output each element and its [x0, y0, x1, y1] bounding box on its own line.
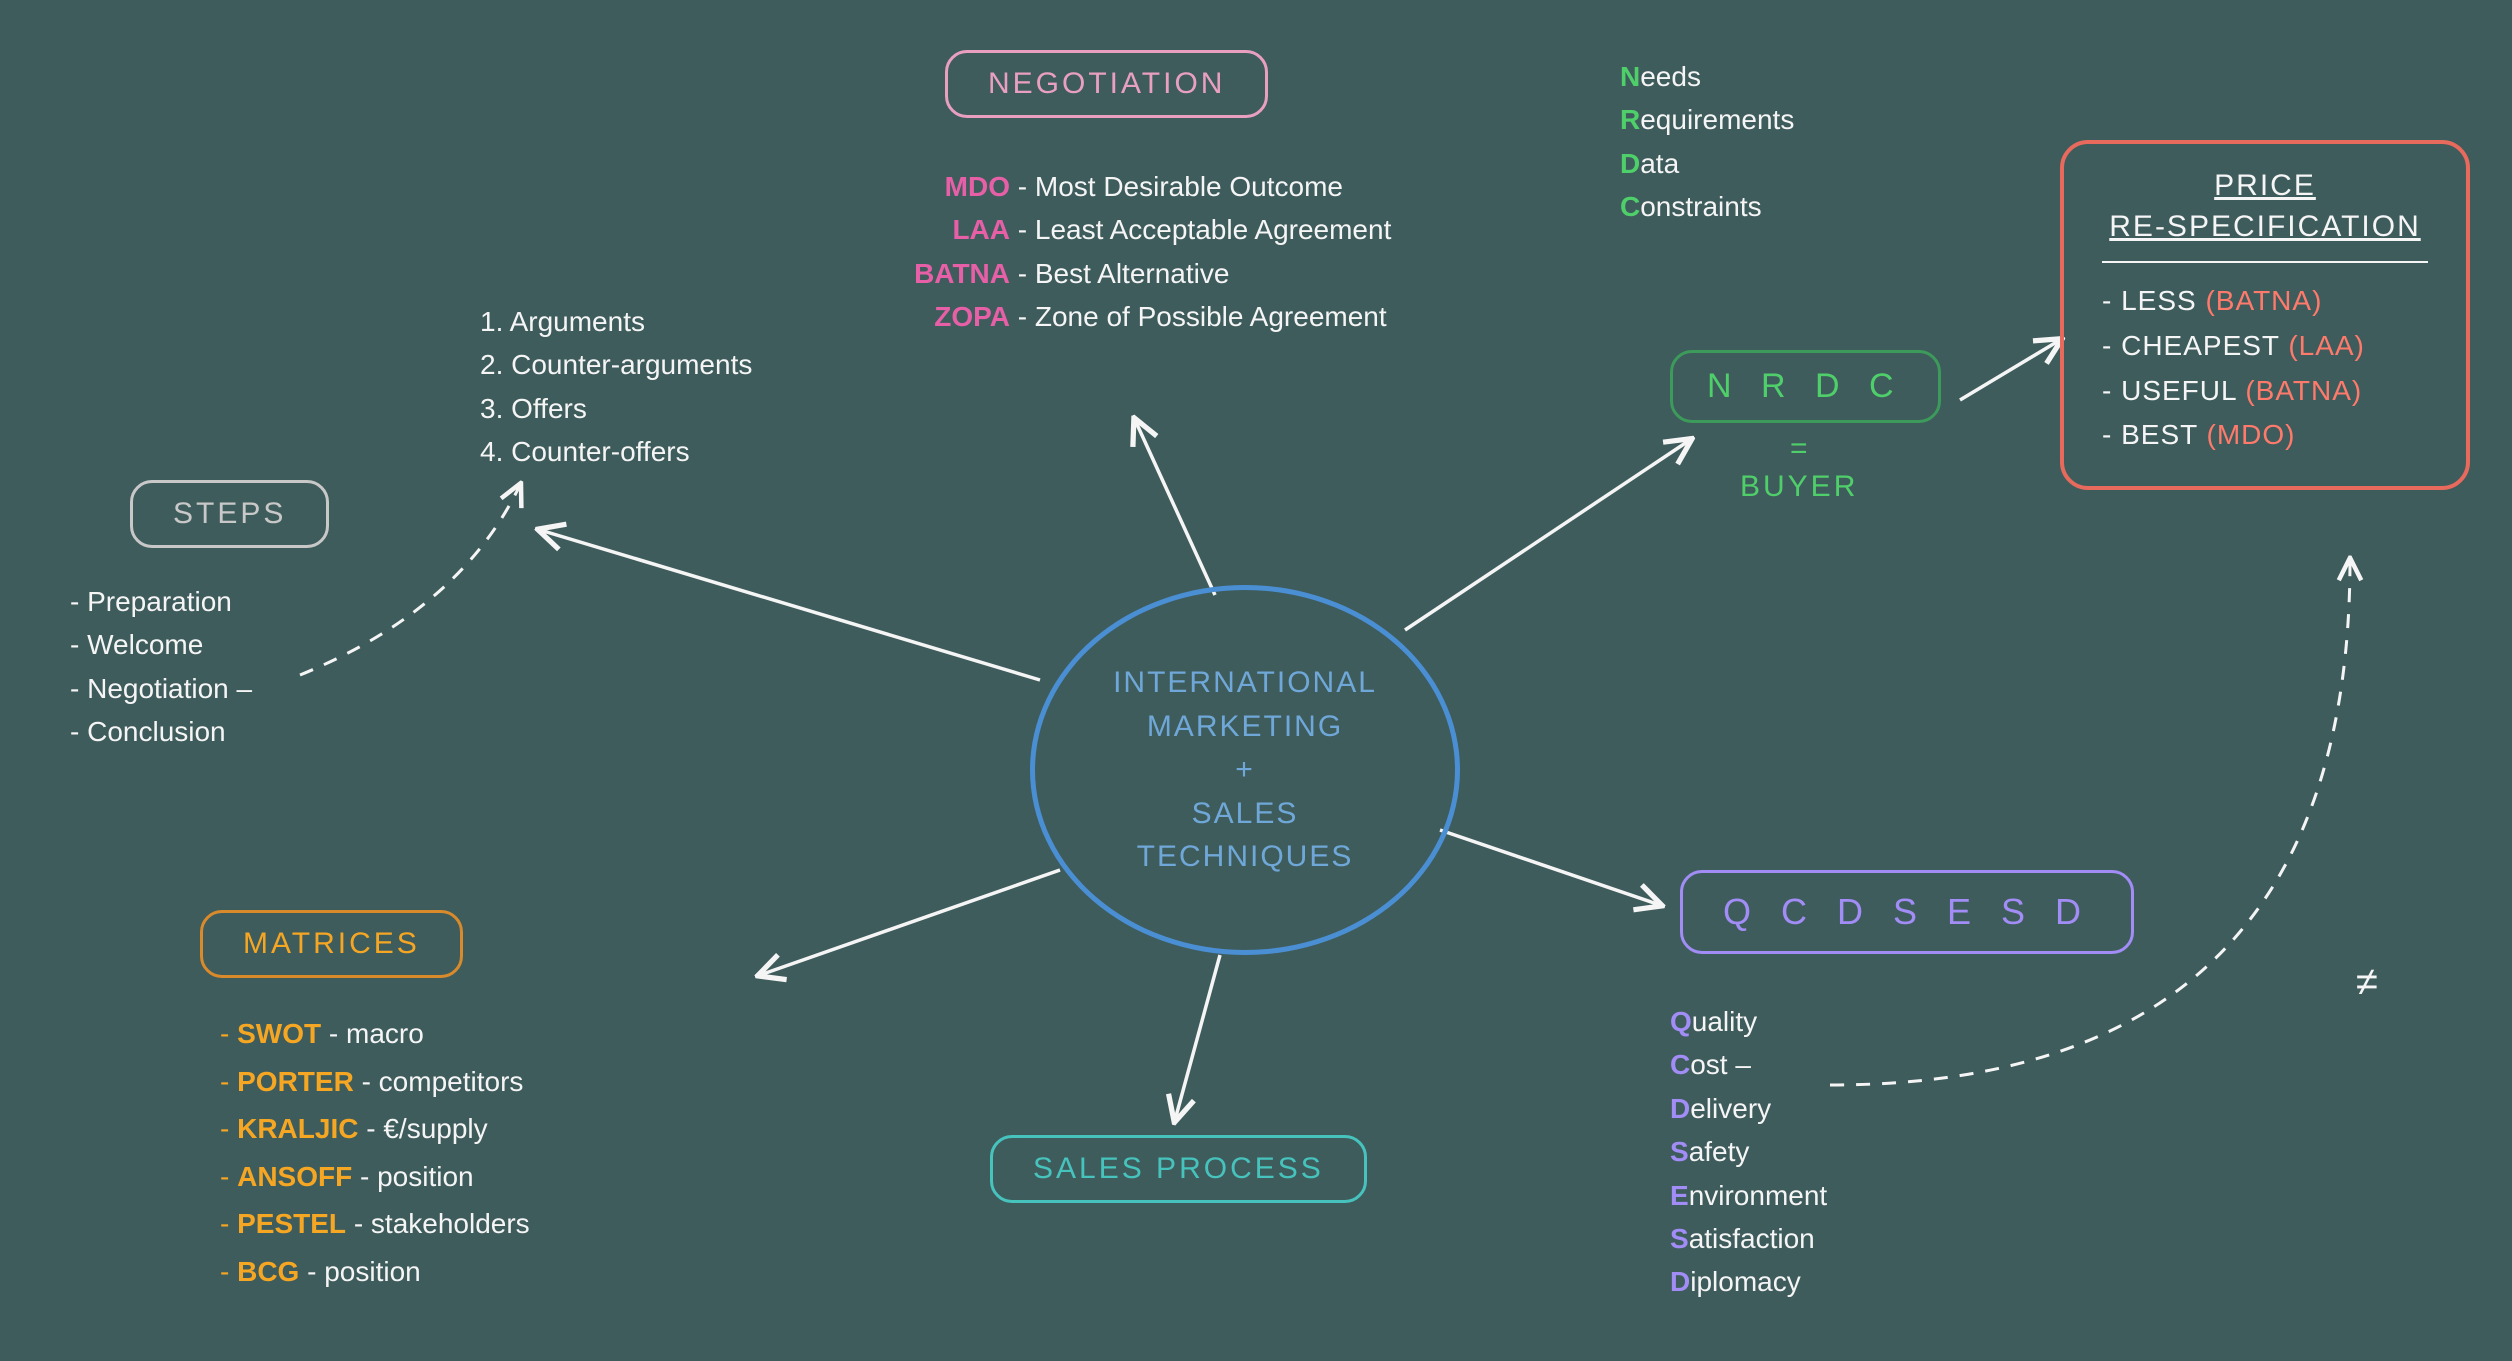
nrdc-eq-sign: =	[1790, 432, 1808, 465]
qcd-t1: –	[1728, 1049, 1751, 1080]
price-divider	[2102, 261, 2428, 263]
qcd-l5: S	[1670, 1223, 1689, 1254]
steps-item-0: - Preparation	[70, 580, 252, 623]
negotiation-title: NEGOTIATION	[988, 67, 1225, 100]
steps-sub-0: 1. Arguments	[480, 300, 752, 343]
qcd-r1: ost	[1690, 1049, 1727, 1080]
price-p3: (MDO)	[2207, 419, 2296, 450]
neg-desc-2: - Best Alternative	[1018, 258, 1230, 289]
not-equal-sign: ≠	[2350, 960, 2384, 1005]
neg-abbr-2: BATNA	[870, 252, 1010, 295]
nrdc-l0: N	[1620, 61, 1640, 92]
qcd-l0: Q	[1670, 1006, 1692, 1037]
center-line4: SALES	[1192, 797, 1299, 830]
price-title: PRICE RE-SPECIFICATION	[2102, 166, 2428, 247]
steps-sub-1: 2. Counter-arguments	[480, 343, 752, 386]
nrdc-r1: equirements	[1640, 104, 1794, 135]
price-i3: - BEST	[2102, 419, 2198, 450]
mat-n1: PORTER	[237, 1066, 354, 1097]
neg-abbr-0: MDO	[870, 165, 1010, 208]
sales-process-node: SALES PROCESS	[990, 1135, 1367, 1203]
steps-node: STEPS	[130, 480, 329, 548]
price-p2: (BATNA)	[2245, 375, 2362, 406]
mat-d0: - macro	[329, 1018, 424, 1049]
sales-process-title: SALES PROCESS	[1033, 1152, 1324, 1185]
nrdc-eq: =	[1790, 432, 1808, 466]
mat-d1: - competitors	[362, 1066, 524, 1097]
nrdc-expansion: Needs Requirements Data Constraints	[1620, 55, 1794, 229]
qcd-r2: elivery	[1690, 1093, 1771, 1124]
price-i0: - LESS	[2102, 285, 2197, 316]
center-line5: TECHNIQUES	[1137, 840, 1354, 873]
price-i2: - USEFUL	[2102, 375, 2237, 406]
price-title-2: RE-SPECIFICATION	[2109, 210, 2420, 243]
qcd-r6: iplomacy	[1690, 1266, 1800, 1297]
nrdc-node: N R D C	[1670, 350, 1941, 423]
qcd-rows: Quality Cost – Delivery Safety Environme…	[1670, 1000, 1827, 1304]
mat-n5: BCG	[237, 1256, 299, 1287]
steps-sub-3: 4. Counter-offers	[480, 430, 752, 473]
negotiation-rows: MDO - Most Desirable Outcome LAA - Least…	[870, 165, 1391, 339]
qcd-r4: nvironment	[1689, 1180, 1828, 1211]
center-line3: +	[1235, 753, 1255, 786]
not-equal-glyph: ≠	[2356, 960, 2378, 1004]
mat-n3: ANSOFF	[237, 1161, 352, 1192]
steps-item-2: - Negotiation –	[70, 667, 252, 710]
nrdc-label: N R D C	[1707, 367, 1904, 405]
price-items: - LESS (BATNA) - CHEAPEST (LAA) - USEFUL…	[2102, 279, 2428, 458]
nrdc-r3: onstraints	[1640, 191, 1761, 222]
price-title-1: PRICE	[2214, 169, 2316, 202]
mat-n2: KRALJIC	[237, 1113, 358, 1144]
qcd-l2: D	[1670, 1093, 1690, 1124]
matrices-node: MATRICES	[200, 910, 463, 978]
center-line1: INTERNATIONAL	[1113, 666, 1377, 699]
mat-d4: - stakeholders	[354, 1208, 530, 1239]
price-i1: - CHEAPEST	[2102, 330, 2280, 361]
steps-item-1: - Welcome	[70, 623, 252, 666]
matrices-rows: - SWOT - macro - PORTER - competitors - …	[220, 1010, 530, 1296]
neg-abbr-1: LAA	[870, 208, 1010, 251]
center-line2: MARKETING	[1147, 710, 1343, 743]
steps-sub-2: 3. Offers	[480, 387, 752, 430]
qcd-l3: S	[1670, 1136, 1689, 1167]
mat-n0: SWOT	[237, 1018, 321, 1049]
qcd-l1: C	[1670, 1049, 1690, 1080]
qcdsesd-node: Q C D S E S D	[1680, 870, 2134, 954]
center-node: INTERNATIONAL MARKETING + SALES TECHNIQU…	[1030, 585, 1460, 955]
nrdc-l3: C	[1620, 191, 1640, 222]
neg-desc-3: - Zone of Possible Agreement	[1018, 301, 1387, 332]
steps-sublist: 1. Arguments 2. Counter-arguments 3. Off…	[480, 300, 752, 474]
qcd-r5: atisfaction	[1689, 1223, 1815, 1254]
qcd-r0: uality	[1692, 1006, 1757, 1037]
price-p1: (LAA)	[2288, 330, 2365, 361]
mat-d3: - position	[360, 1161, 474, 1192]
nrdc-l2: D	[1620, 148, 1640, 179]
neg-desc-0: - Most Desirable Outcome	[1018, 171, 1343, 202]
matrices-title: MATRICES	[243, 927, 420, 960]
steps-item-3: - Conclusion	[70, 710, 252, 753]
neg-desc-1: - Least Acceptable Agreement	[1018, 214, 1392, 245]
steps-items: - Preparation - Welcome - Negotiation – …	[70, 580, 252, 754]
qcd-l4: E	[1670, 1180, 1689, 1211]
mat-d2: - €/supply	[366, 1113, 487, 1144]
nrdc-r0: eeds	[1640, 61, 1701, 92]
mat-n4: PESTEL	[237, 1208, 346, 1239]
nrdc-buyer-label: BUYER	[1740, 470, 1858, 503]
negotiation-node: NEGOTIATION	[945, 50, 1268, 118]
nrdc-l1: R	[1620, 104, 1640, 135]
nrdc-r2: ata	[1640, 148, 1679, 179]
mat-d5: - position	[307, 1256, 421, 1287]
price-node: PRICE RE-SPECIFICATION - LESS (BATNA) - …	[2060, 140, 2470, 490]
nrdc-buyer: BUYER	[1740, 470, 1858, 504]
price-p0: (BATNA)	[2205, 285, 2322, 316]
qcd-l6: D	[1670, 1266, 1690, 1297]
qcd-r3: afety	[1689, 1136, 1750, 1167]
qcd-label: Q C D S E S D	[1723, 891, 2091, 932]
steps-title: STEPS	[173, 497, 286, 530]
neg-abbr-3: ZOPA	[870, 295, 1010, 338]
